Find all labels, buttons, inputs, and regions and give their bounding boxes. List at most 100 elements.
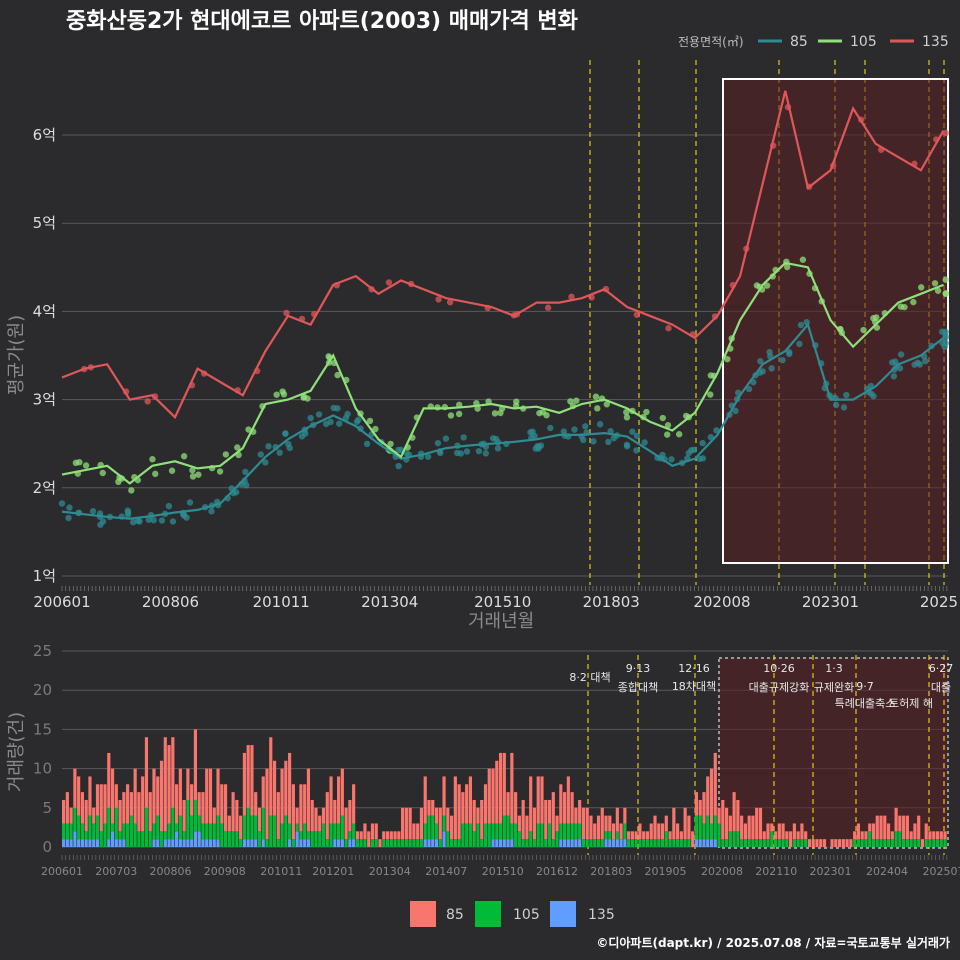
volume-bar-135 bbox=[80, 839, 85, 847]
volume-bar-105 bbox=[796, 839, 800, 847]
volume-bar-135 bbox=[175, 831, 179, 847]
volume-bar-105 bbox=[62, 823, 66, 840]
price-point-105 bbox=[573, 397, 580, 404]
volume-bar-105 bbox=[713, 815, 717, 840]
volume-bar-85 bbox=[886, 823, 891, 840]
volume-bar-105 bbox=[623, 823, 627, 840]
volume-bar-135 bbox=[92, 839, 96, 847]
bottom-legend-135: 135 bbox=[588, 907, 615, 923]
volume-bar-135 bbox=[261, 839, 265, 847]
volume-bar-105 bbox=[450, 839, 454, 847]
volume-bar-85 bbox=[352, 784, 356, 824]
volume-bar-85 bbox=[190, 784, 194, 816]
volume-bar-105 bbox=[201, 823, 205, 840]
volume-bar-105 bbox=[544, 839, 548, 847]
volume-bar-85 bbox=[208, 768, 213, 824]
volume-bar-135 bbox=[186, 839, 190, 847]
volume-bar-85 bbox=[502, 752, 506, 816]
price-point-85 bbox=[136, 518, 143, 525]
volume-bar-85 bbox=[265, 768, 269, 840]
volume-bar-105 bbox=[205, 823, 209, 840]
volume-bar-135 bbox=[491, 839, 495, 847]
volume-bar-105 bbox=[706, 815, 710, 840]
price-point-85 bbox=[610, 434, 617, 442]
volume-bar-135 bbox=[427, 839, 431, 847]
volume-bar-105 bbox=[190, 815, 194, 840]
volume-bar-85 bbox=[713, 752, 717, 816]
volume-bar-85 bbox=[547, 799, 552, 824]
volume-bar-105 bbox=[141, 831, 145, 847]
price-point-85 bbox=[395, 462, 402, 470]
volume-x-tick-label: 201304 bbox=[369, 865, 411, 878]
volume-bar-85 bbox=[310, 799, 314, 832]
volume-bar-135 bbox=[107, 839, 111, 847]
volume-bar-105 bbox=[325, 839, 329, 847]
price-point-85 bbox=[475, 447, 483, 455]
volume-bar-105 bbox=[853, 839, 857, 847]
volume-bar-105 bbox=[114, 807, 118, 840]
volume-bar-105 bbox=[943, 839, 947, 847]
price-point-85 bbox=[797, 321, 805, 329]
volume-bar-135 bbox=[619, 839, 623, 847]
volume-bar-85 bbox=[450, 815, 454, 840]
volume-bar-85 bbox=[943, 831, 947, 840]
price-y-tick-label: 3억 bbox=[33, 391, 56, 409]
volume-bar-105 bbox=[935, 839, 940, 847]
volume-bar-85 bbox=[578, 799, 582, 824]
volume-bar-85 bbox=[374, 823, 378, 840]
volume-bar-85 bbox=[800, 823, 804, 840]
volume-bar-105 bbox=[99, 831, 103, 847]
volume-bar-85 bbox=[434, 807, 439, 824]
price-point-85 bbox=[58, 500, 66, 507]
volume-bar-105 bbox=[762, 839, 766, 847]
price-point-135 bbox=[568, 293, 575, 301]
price-point-85 bbox=[668, 456, 675, 463]
price-point-105 bbox=[189, 467, 196, 474]
volume-bar-105 bbox=[517, 831, 521, 847]
price-point-85 bbox=[641, 439, 648, 446]
volume-bar-85 bbox=[156, 776, 160, 816]
volume-bar-105 bbox=[559, 823, 563, 840]
price-point-105 bbox=[366, 417, 374, 425]
volume-bar-85 bbox=[619, 823, 623, 840]
price-point-85 bbox=[124, 507, 132, 514]
price-point-85 bbox=[186, 499, 194, 506]
volume-bar-85 bbox=[122, 792, 126, 824]
price-point-85 bbox=[942, 334, 949, 341]
volume-bar-85 bbox=[325, 792, 329, 840]
volume-bar-85 bbox=[687, 815, 691, 840]
price-point-105 bbox=[234, 444, 241, 451]
volume-bar-105 bbox=[932, 839, 936, 847]
volume-bar-135 bbox=[615, 839, 619, 847]
volume-bar-85 bbox=[762, 831, 766, 840]
volume-bar-85 bbox=[758, 807, 763, 840]
volume-bar-85 bbox=[227, 815, 231, 832]
price-point-105 bbox=[245, 426, 252, 433]
event-date: 6·27 bbox=[929, 662, 954, 675]
event-label: 대출규제강화 bbox=[749, 681, 810, 694]
event-date: 12·16 bbox=[678, 662, 710, 675]
volume-bar-85 bbox=[506, 792, 510, 816]
volume-bar-85 bbox=[314, 807, 318, 832]
volume-bar-105 bbox=[431, 815, 435, 840]
volume-bar-105 bbox=[423, 823, 427, 840]
price-point-105 bbox=[152, 470, 159, 478]
price-point-105 bbox=[536, 409, 543, 417]
price-point-105 bbox=[623, 408, 630, 416]
price-point-105 bbox=[543, 411, 550, 419]
volume-bar-105 bbox=[532, 839, 537, 847]
volume-bar-105 bbox=[167, 823, 171, 840]
volume-bar-135 bbox=[694, 839, 699, 847]
price-point-105 bbox=[455, 410, 463, 418]
volume-bar-105 bbox=[223, 831, 228, 847]
price-point-85 bbox=[336, 420, 343, 427]
volume-bar-85 bbox=[498, 752, 503, 824]
price-x-tick-label: 2025 bbox=[920, 593, 958, 611]
price-point-85 bbox=[89, 508, 97, 515]
volume-bar-135 bbox=[212, 839, 216, 847]
volume-bar-85 bbox=[276, 792, 280, 840]
volume-bar-105 bbox=[721, 839, 725, 847]
volume-bar-105 bbox=[404, 839, 408, 847]
volume-bar-85 bbox=[521, 799, 525, 840]
price-point-85 bbox=[158, 517, 166, 524]
